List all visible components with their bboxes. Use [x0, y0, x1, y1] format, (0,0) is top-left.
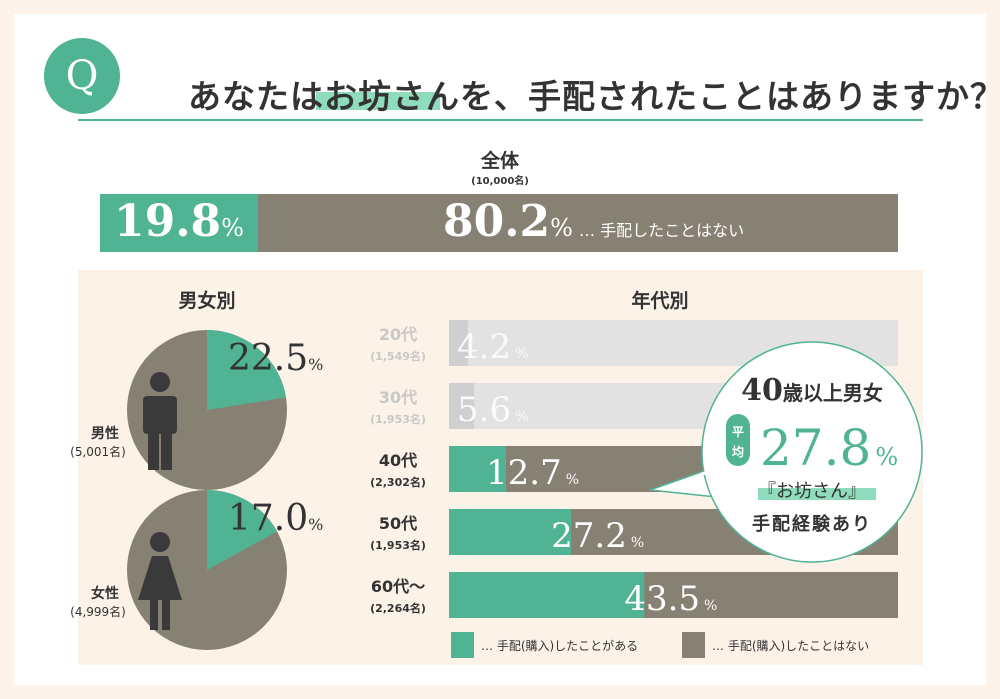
pie-category-label: 女性: [91, 585, 119, 602]
bar-yes-segment: [449, 383, 475, 429]
bar-yes-segment: [449, 446, 507, 492]
average-badge-label-1: 平: [732, 425, 744, 439]
total-no-segment: 80.2% … 手配したことはない: [258, 194, 898, 252]
total-bar: 19.8% 80.2% … 手配したことはない: [100, 194, 898, 252]
legend-no-label: … 手配(購入)したことはない: [712, 639, 869, 653]
pie-category-count: (5,001名): [70, 444, 126, 459]
callout-bubble: [701, 341, 923, 563]
bar-category-label: 40代: [379, 451, 417, 470]
bar-yes-segment: [449, 572, 645, 618]
callout-highlight: [758, 488, 876, 500]
callout-line4: 手配経験あり: [752, 513, 872, 535]
page-title: あなたはお坊さんを、手配されたことはありますか？: [188, 77, 1000, 116]
legend-yes-label: … 手配(購入)したことがある: [481, 638, 638, 653]
gender-heading: 男女別: [178, 290, 236, 312]
bar-category-label: 30代: [379, 388, 417, 407]
title-highlight: [316, 92, 440, 110]
unit: %: [550, 214, 573, 242]
pie-value-label: 22.5%: [228, 338, 323, 379]
pie-category-label: 男性: [91, 425, 119, 442]
pie-yes-slice: [207, 490, 278, 570]
male-figure-icon: [143, 372, 177, 470]
bar-category-count: (1,549名): [370, 349, 426, 363]
total-no-caption: … 手配したことはない: [578, 221, 745, 240]
unit: %: [221, 214, 244, 242]
bar-category-count: (1,953名): [370, 412, 426, 426]
bar-category-count: (1,953名): [370, 538, 426, 552]
total-no-value: 80.2: [443, 196, 551, 247]
pie-category-count: (4,999名): [70, 604, 126, 619]
total-yes-value: 19.8: [114, 196, 222, 247]
female-figure-icon: [138, 532, 182, 630]
bar-category-label: 20代: [379, 325, 417, 344]
bar-yes-segment: [449, 509, 572, 555]
pie-yes-slice: [207, 330, 287, 410]
age-heading: 年代別: [631, 290, 689, 312]
total-yes-segment: 19.8%: [100, 194, 258, 252]
divider: [78, 119, 923, 121]
bar-yes-segment: [449, 320, 468, 366]
q-badge: Q: [44, 38, 120, 114]
bar-category-count: (2,264名): [370, 601, 426, 615]
total-label: 全体: [480, 150, 519, 172]
callout-tail-mask: [700, 458, 748, 495]
pie-value-label: 17.0%: [228, 498, 323, 539]
average-badge-label-2: 均: [732, 444, 744, 459]
bar-category-count: (2,302名): [370, 475, 426, 489]
legend-no-swatch: [682, 632, 705, 658]
bar-category-label: 60代～: [371, 577, 425, 596]
average-badge: [726, 414, 750, 466]
callout-line3: 『お坊さん』: [758, 481, 866, 502]
total-count: (10,000名): [471, 176, 529, 187]
legend-yes-swatch: [451, 632, 474, 658]
callout-line1: 40歳以上男女: [741, 373, 883, 408]
bar-category-label: 50代: [379, 514, 417, 533]
